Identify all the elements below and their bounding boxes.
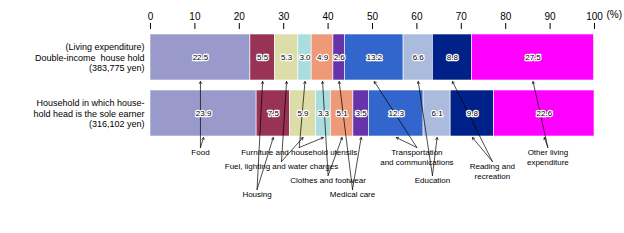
svg-text:30: 30	[278, 11, 290, 22]
svg-text:3.3: 3.3	[318, 109, 330, 118]
svg-text:Medical care: Medical care	[330, 190, 376, 199]
svg-text:Reading andrecreation: Reading andrecreation	[470, 162, 515, 181]
svg-text:70: 70	[456, 11, 468, 22]
svg-text:(%): (%)	[607, 9, 623, 20]
svg-text:23.9: 23.9	[196, 109, 212, 118]
svg-text:3.0: 3.0	[299, 53, 311, 62]
svg-text:5.1: 5.1	[337, 109, 349, 118]
svg-text:80: 80	[500, 11, 512, 22]
svg-text:5.3: 5.3	[281, 53, 293, 62]
svg-text:Transportationand communicatio: Transportationand communications	[380, 148, 453, 167]
svg-text:50: 50	[367, 11, 379, 22]
svg-text:Education: Education	[415, 176, 451, 185]
svg-text:10: 10	[189, 11, 201, 22]
svg-text:6.1: 6.1	[432, 109, 444, 118]
svg-text:(Living expenditure)Double-inc: (Living expenditure)Double-income house …	[35, 42, 145, 73]
svg-text:6.6: 6.6	[413, 53, 425, 62]
svg-text:Food: Food	[191, 148, 209, 157]
svg-text:Fuel, lighting and water charg: Fuel, lighting and water charges	[225, 162, 338, 171]
svg-text:27.5: 27.5	[525, 53, 541, 62]
svg-text:0: 0	[148, 11, 154, 22]
svg-text:12.3: 12.3	[388, 109, 404, 118]
svg-text:22.5: 22.5	[193, 53, 209, 62]
svg-text:7.5: 7.5	[268, 109, 280, 118]
svg-text:22.6: 22.6	[537, 109, 553, 118]
svg-text:20: 20	[234, 11, 246, 22]
svg-text:5.9: 5.9	[297, 109, 309, 118]
svg-text:Furniture and household utensi: Furniture and household utensils	[241, 148, 357, 157]
svg-text:60: 60	[411, 11, 423, 22]
svg-text:Housing: Housing	[242, 190, 271, 199]
svg-text:13.2: 13.2	[366, 53, 382, 62]
svg-text:100: 100	[586, 11, 603, 22]
svg-text:40: 40	[323, 11, 335, 22]
svg-text:Household in which house-hold: Household in which house-hold head is th…	[33, 98, 144, 129]
svg-text:Other livingexpenditure: Other livingexpenditure	[527, 148, 569, 167]
svg-text:4.9: 4.9	[317, 53, 329, 62]
svg-text:8.8: 8.8	[447, 53, 459, 62]
svg-text:Clothes and footwear: Clothes and footwear	[290, 176, 366, 185]
svg-text:9.8: 9.8	[467, 109, 479, 118]
svg-text:90: 90	[545, 11, 557, 22]
svg-text:3.5: 3.5	[356, 109, 368, 118]
svg-text:5.5: 5.5	[257, 53, 269, 62]
svg-text:2.6: 2.6	[334, 53, 346, 62]
